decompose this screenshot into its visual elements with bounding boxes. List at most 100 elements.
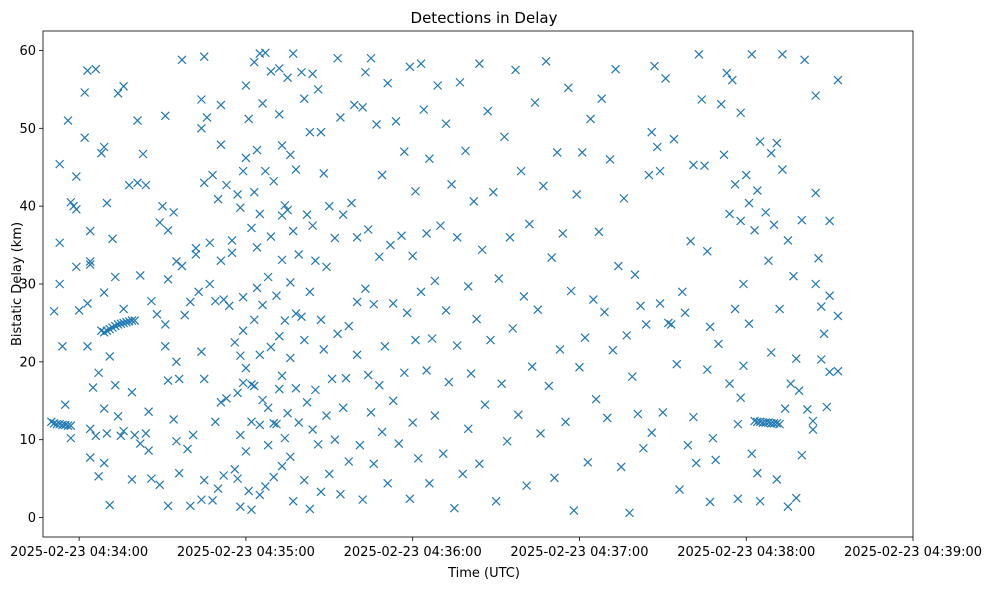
data-point	[233, 190, 242, 199]
data-point	[241, 363, 251, 373]
data-point	[338, 210, 348, 220]
x-tick-label: 2025-02-23 04:36:00	[344, 545, 482, 560]
data-point	[402, 308, 412, 318]
data-point	[238, 292, 248, 302]
data-point	[102, 198, 112, 208]
data-point	[130, 430, 140, 440]
data-point	[733, 419, 743, 429]
data-point	[811, 279, 821, 289]
data-point	[249, 381, 259, 391]
data-point	[613, 261, 623, 271]
data-point	[372, 119, 381, 129]
data-point	[144, 446, 154, 456]
data-point	[652, 142, 662, 152]
data-point	[119, 318, 129, 328]
data-point	[272, 419, 281, 429]
data-point	[266, 232, 276, 241]
data-point	[308, 221, 318, 231]
x-tick-label: 2025-02-23 04:38:00	[677, 545, 815, 560]
data-point	[74, 306, 84, 315]
x-axis-label: Time (UTC)	[447, 566, 520, 581]
data-point	[324, 469, 334, 479]
data-point	[577, 148, 587, 157]
data-point	[777, 165, 787, 174]
data-point	[636, 301, 646, 311]
data-point	[411, 186, 420, 196]
data-point	[99, 458, 109, 468]
data-point	[752, 468, 762, 478]
data-point	[121, 317, 131, 327]
data-point	[480, 400, 490, 410]
data-point	[277, 371, 287, 381]
x-tick-label: 2025-02-23 04:35:00	[177, 545, 315, 560]
data-point	[683, 440, 693, 450]
data-point	[247, 223, 256, 233]
data-point	[199, 178, 209, 188]
data-point	[686, 236, 696, 246]
data-point	[461, 146, 470, 156]
data-point	[80, 88, 90, 97]
data-point	[205, 279, 215, 289]
data-point	[171, 257, 181, 266]
data-point	[352, 232, 362, 242]
data-point	[739, 279, 748, 289]
data-point	[83, 341, 92, 351]
data-point	[430, 276, 440, 286]
data-point	[105, 324, 115, 334]
data-point	[91, 431, 101, 441]
data-point	[727, 75, 737, 85]
data-point	[622, 330, 632, 340]
data-point	[297, 312, 306, 322]
data-point	[547, 253, 557, 262]
data-point	[497, 379, 507, 389]
data-point	[85, 226, 95, 236]
data-point	[108, 234, 117, 244]
data-point	[313, 84, 323, 94]
data-point	[208, 170, 217, 180]
data-point	[366, 408, 376, 417]
data-point	[255, 350, 265, 360]
data-point	[677, 287, 687, 297]
data-point	[408, 251, 418, 261]
data-point	[66, 421, 76, 431]
data-point	[169, 415, 179, 424]
data-point	[85, 424, 95, 434]
data-point	[183, 444, 192, 454]
data-point	[797, 450, 807, 460]
data-point	[380, 341, 390, 351]
data-point	[274, 109, 284, 119]
data-point	[158, 201, 167, 211]
data-point	[591, 394, 601, 404]
data-point	[227, 248, 237, 258]
data-point	[447, 179, 457, 189]
data-point	[249, 187, 259, 197]
data-point	[177, 261, 187, 271]
data-point	[694, 49, 704, 59]
data-point	[725, 379, 734, 389]
data-point	[66, 433, 76, 443]
data-point	[444, 377, 454, 387]
data-point	[499, 132, 509, 142]
data-point	[194, 287, 204, 297]
plot-marks	[46, 48, 843, 518]
data-point	[566, 286, 576, 296]
data-point	[83, 66, 92, 76]
data-point	[366, 53, 376, 63]
data-point	[383, 78, 393, 88]
data-point	[55, 238, 65, 248]
data-point	[127, 474, 137, 484]
data-point	[625, 508, 634, 518]
data-point	[833, 311, 843, 321]
data-point	[816, 355, 826, 364]
x-tick-label: 2025-02-23 04:34:00	[10, 545, 148, 560]
data-point	[308, 69, 318, 79]
data-point	[777, 49, 787, 59]
data-point	[775, 419, 785, 429]
data-point	[288, 226, 298, 236]
data-point	[119, 304, 129, 314]
data-point	[294, 418, 304, 427]
data-point	[466, 369, 476, 378]
data-point	[247, 505, 256, 515]
data-point	[463, 281, 473, 291]
data-point	[327, 374, 337, 384]
